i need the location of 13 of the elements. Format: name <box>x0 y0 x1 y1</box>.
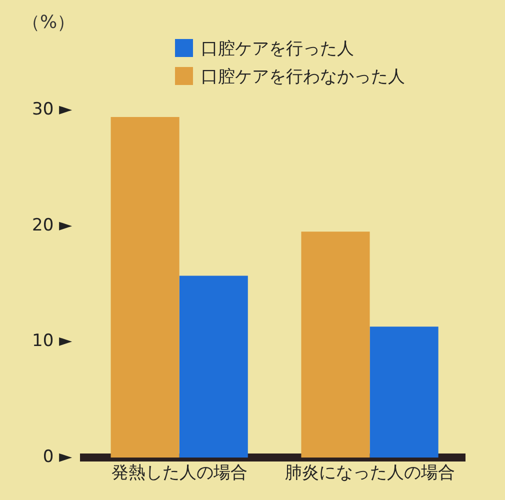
bar <box>370 326 438 458</box>
legend-label: 口腔ケアを行わなかった人 <box>201 66 405 88</box>
legend-label: 口腔ケアを行った人 <box>201 38 354 60</box>
bar <box>179 276 248 458</box>
y-axis-title: （%） <box>22 11 76 34</box>
bar <box>301 232 370 458</box>
y-tick-label: 20 ► <box>32 215 74 236</box>
x-tick-label: 肺炎になった人の場合 <box>284 463 455 484</box>
x-tick-label: 発熱した人の場合 <box>111 463 248 484</box>
bar <box>110 116 180 458</box>
y-tick-label: 30 ► <box>32 99 74 120</box>
y-tick-label: 10 ► <box>32 331 74 352</box>
y-tick-label: 0 ► <box>42 447 74 468</box>
